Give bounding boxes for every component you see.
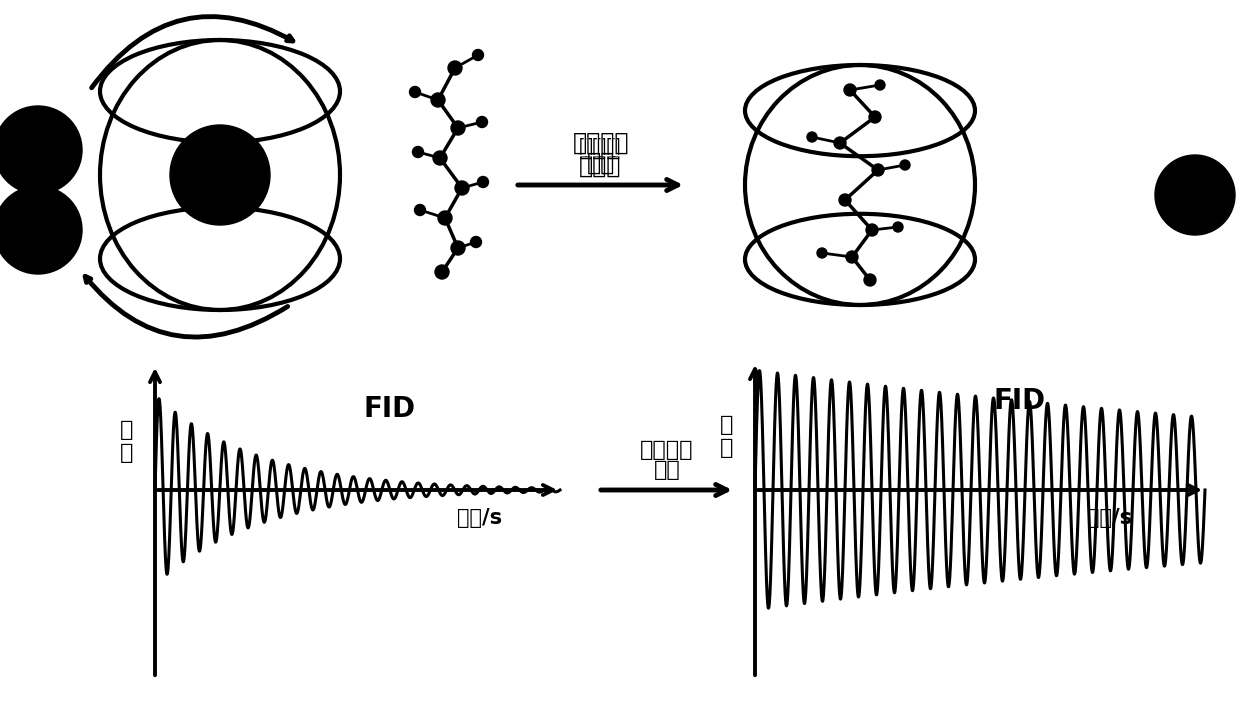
Circle shape [872, 164, 884, 176]
Circle shape [451, 121, 465, 135]
Text: 强
度: 强 度 [120, 420, 134, 463]
Circle shape [170, 125, 270, 225]
Text: 羧酶: 羧酶 [587, 151, 615, 175]
Circle shape [476, 116, 487, 128]
Circle shape [435, 265, 449, 279]
Circle shape [0, 106, 82, 194]
Circle shape [0, 186, 82, 274]
Text: FID: FID [994, 387, 1047, 415]
Text: 羧酶: 羧酶 [653, 460, 681, 480]
Circle shape [866, 224, 878, 236]
Circle shape [869, 111, 880, 123]
Circle shape [864, 274, 875, 286]
Circle shape [846, 251, 858, 263]
Text: 脱脨酯: 脱脨酯 [579, 154, 621, 178]
Circle shape [844, 84, 856, 96]
Circle shape [409, 86, 420, 97]
Text: FID: FID [363, 395, 417, 423]
Circle shape [413, 147, 424, 158]
Text: 赖氨酸脱: 赖氨酸脱 [572, 133, 629, 157]
Circle shape [438, 211, 453, 225]
Text: 时间/s: 时间/s [458, 508, 502, 528]
Circle shape [451, 241, 465, 255]
Circle shape [455, 181, 469, 195]
Circle shape [433, 151, 446, 165]
Text: 时间/s: 时间/s [1087, 508, 1132, 528]
Circle shape [448, 61, 463, 75]
Text: 强
度: 强 度 [720, 415, 734, 458]
Circle shape [817, 248, 827, 258]
Circle shape [1154, 155, 1235, 235]
Circle shape [414, 205, 425, 215]
Circle shape [432, 93, 445, 107]
Text: 赖氨酸脱: 赖氨酸脱 [573, 133, 629, 157]
Circle shape [807, 132, 817, 142]
Text: 赖氨酸脱: 赖氨酸脱 [640, 440, 693, 460]
Text: 赖氨酸脱: 赖氨酸脱 [573, 131, 629, 155]
Circle shape [835, 137, 846, 149]
Circle shape [875, 80, 885, 90]
Text: 赖氨酸: 赖氨酸 [579, 136, 621, 160]
Circle shape [472, 50, 484, 60]
Circle shape [900, 160, 910, 170]
Circle shape [893, 222, 903, 232]
Circle shape [470, 236, 481, 247]
Circle shape [477, 177, 489, 187]
Circle shape [839, 194, 851, 206]
